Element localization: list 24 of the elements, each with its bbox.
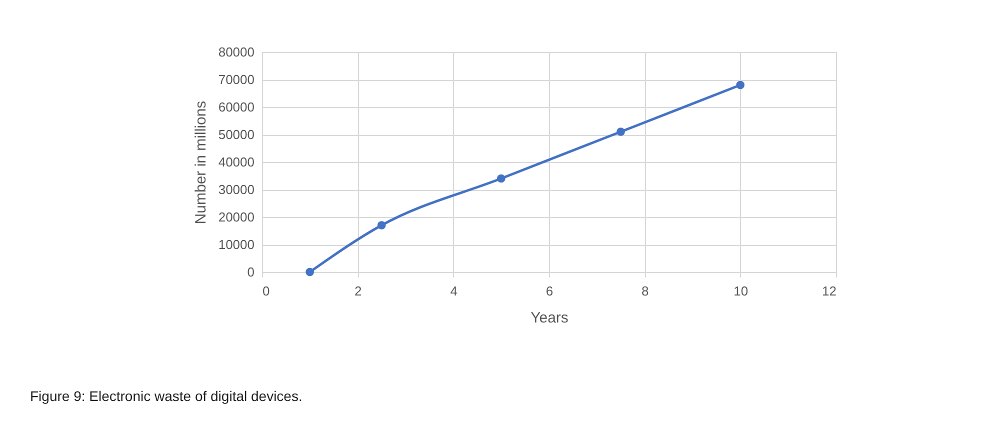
y-tick-label: 60000: [218, 100, 254, 114]
x-tick-label: 8: [642, 284, 649, 298]
x-tick-label: 12: [822, 284, 836, 298]
point: [616, 128, 625, 136]
point: [496, 174, 506, 183]
y-tick-label: 0: [247, 264, 254, 280]
point: [377, 221, 386, 230]
caption: Figure 9: Electronic waste of digital devices.: [30, 388, 302, 404]
x-tick-label: 6: [546, 284, 554, 298]
y-tick-label: 10000: [218, 237, 254, 252]
y-tick-label: 30000: [218, 182, 254, 197]
x-tick-label: 4: [450, 284, 458, 298]
y-tick-label: 80000: [218, 44, 254, 60]
y-tick-label: 50000: [218, 127, 254, 142]
x-tick-label: 2: [354, 284, 362, 298]
point: [306, 268, 314, 276]
y-tick-label: 20000: [218, 210, 254, 224]
y-axis-title: Number in millions: [192, 100, 210, 224]
x-axis-title: Years: [530, 310, 568, 326]
y-tick-label: 70000: [218, 72, 254, 87]
x-tick-label: 10: [734, 284, 748, 298]
point: [736, 80, 745, 90]
x-tick-label: 0: [262, 284, 270, 298]
y-tick-label: 40000: [218, 154, 254, 170]
